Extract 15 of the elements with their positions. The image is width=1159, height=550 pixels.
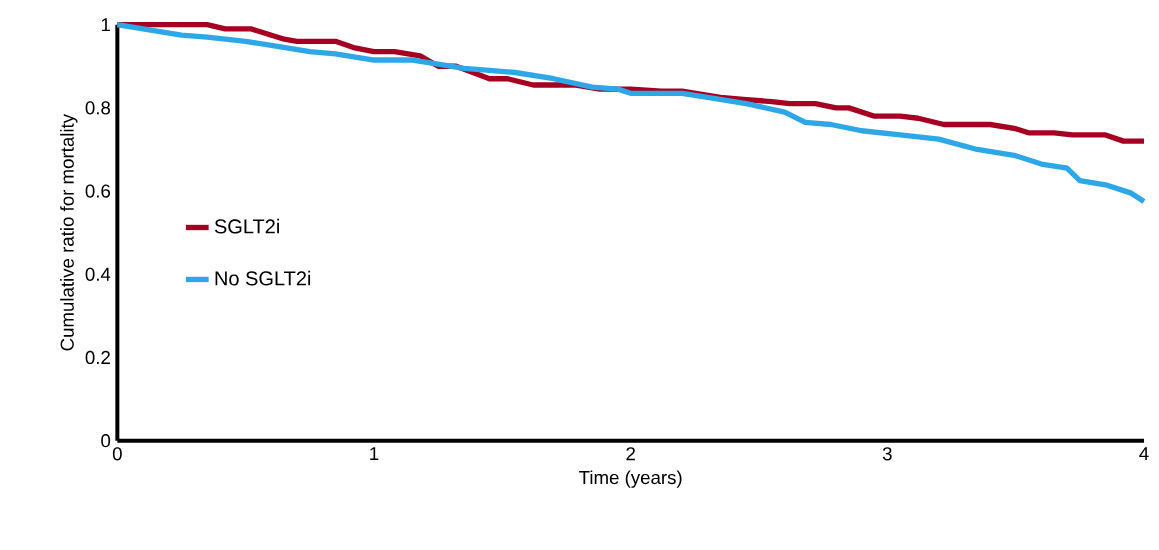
x-tick-label: 4 [1139,447,1149,460]
y-tick-label: 0.8 [85,101,111,115]
legend-label: SGLT2i [214,218,279,234]
legend-label: No SGLT2i [215,270,311,286]
x-tick-label: 1 [370,447,379,460]
y-tick-label: 0.4 [85,267,111,281]
y-tick-label: 0 [101,434,111,448]
y-tick-label: 0.6 [85,184,111,198]
x-tick-label: 3 [882,447,892,461]
y-tick-label: 0.2 [85,350,110,365]
x-axis-title: Time (years) [579,470,682,488]
x-tick-label: 2 [626,447,635,461]
x-tick-label: 0 [112,447,122,461]
y-tick-label: 1 [101,18,110,32]
y-axis-title: Cumulative ratio for mortality [60,113,78,351]
